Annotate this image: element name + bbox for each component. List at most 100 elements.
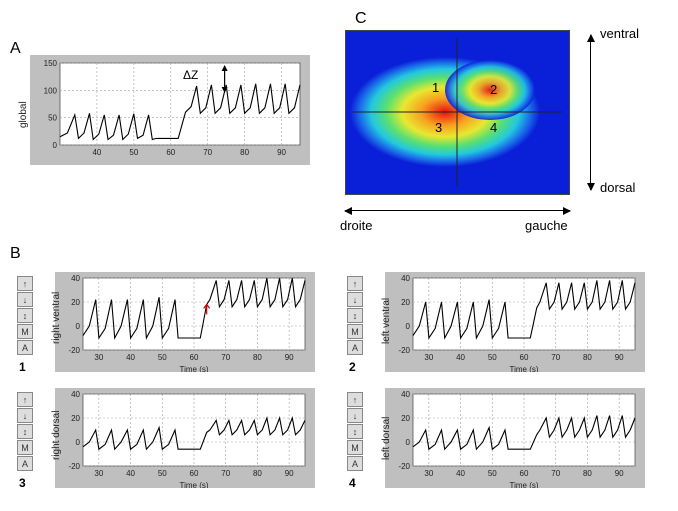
svg-text:40: 40: [401, 274, 410, 283]
svg-text:90: 90: [285, 469, 294, 478]
svg-text:50: 50: [48, 114, 57, 123]
heatmap-region-4: 4: [490, 120, 497, 135]
chart-global: 40 50 60 70 80 90 0 50 100 150: [30, 55, 310, 165]
ylabel-4: left dorsal: [381, 417, 392, 460]
tool-button[interactable]: M: [17, 324, 33, 339]
svg-text:80: 80: [253, 469, 262, 478]
svg-text:70: 70: [221, 469, 230, 478]
svg-text:50: 50: [158, 353, 167, 362]
chart-right-ventral: 30 40 50 60 70 80 90 -20 0 20 40 Time (s): [55, 272, 315, 372]
tool-button[interactable]: ↑: [347, 276, 363, 291]
svg-text:40: 40: [126, 353, 135, 362]
svg-text:40: 40: [456, 469, 465, 478]
svg-text:Time (s): Time (s): [179, 481, 208, 488]
ylabel-2: left ventral: [381, 298, 392, 344]
svg-text:60: 60: [190, 469, 199, 478]
svg-text:60: 60: [520, 353, 529, 362]
svg-text:Time (s): Time (s): [179, 365, 208, 372]
tool-button[interactable]: M: [347, 440, 363, 455]
gauche-label: gauche: [525, 218, 568, 233]
svg-text:100: 100: [44, 86, 58, 95]
svg-text:-20: -20: [68, 462, 80, 471]
svg-text:70: 70: [551, 353, 560, 362]
svg-text:30: 30: [424, 353, 433, 362]
svg-text:60: 60: [190, 353, 199, 362]
svg-text:20: 20: [401, 414, 410, 423]
svg-text:0: 0: [406, 322, 411, 331]
droite-gauche-arrow: [345, 210, 570, 211]
heatmap-region-1: 1: [432, 80, 439, 95]
heatmap: [345, 30, 570, 195]
panel-number-3: 3: [19, 476, 26, 490]
svg-text:150: 150: [44, 59, 58, 68]
svg-text:30: 30: [424, 469, 433, 478]
svg-text:Time (s): Time (s): [509, 481, 538, 488]
tool-button[interactable]: M: [17, 440, 33, 455]
svg-text:80: 80: [253, 353, 262, 362]
svg-text:20: 20: [71, 298, 80, 307]
tool-button[interactable]: A: [17, 456, 33, 471]
ventral-label: ventral: [600, 26, 639, 41]
ylabel-global: global: [18, 101, 29, 128]
chart-right-dorsal: 30 40 50 60 70 80 90 -20 0 20 40 Time (s): [55, 388, 315, 488]
tool-button[interactable]: ↓: [347, 292, 363, 307]
tool-button[interactable]: ↕: [17, 424, 33, 439]
svg-text:40: 40: [92, 148, 101, 157]
tool-button[interactable]: M: [347, 324, 363, 339]
svg-text:70: 70: [203, 148, 212, 157]
heatmap-region-2: 2: [490, 82, 497, 97]
svg-text:70: 70: [551, 469, 560, 478]
svg-text:40: 40: [456, 353, 465, 362]
svg-text:80: 80: [583, 469, 592, 478]
svg-text:70: 70: [221, 353, 230, 362]
svg-text:-20: -20: [68, 346, 80, 355]
svg-text:40: 40: [126, 469, 135, 478]
tool-button[interactable]: ↕: [347, 308, 363, 323]
svg-text:30: 30: [94, 469, 103, 478]
panel-letter-c: C: [355, 10, 367, 28]
svg-text:50: 50: [129, 148, 138, 157]
tool-button[interactable]: ↓: [17, 408, 33, 423]
panel-letter-b: B: [10, 245, 21, 263]
svg-text:90: 90: [277, 148, 286, 157]
chart-left-ventral: 30405060708090-2002040Time (s): [385, 272, 645, 372]
tool-button[interactable]: ↕: [347, 424, 363, 439]
svg-text:-20: -20: [398, 462, 410, 471]
droite-label: droite: [340, 218, 373, 233]
tool-button[interactable]: ↓: [17, 292, 33, 307]
svg-text:40: 40: [401, 390, 410, 399]
svg-text:0: 0: [53, 141, 58, 150]
svg-text:-20: -20: [398, 346, 410, 355]
svg-text:60: 60: [166, 148, 175, 157]
tool-button[interactable]: A: [17, 340, 33, 355]
svg-text:90: 90: [615, 353, 624, 362]
chart-left-dorsal: 30405060708090-2002040Time (s): [385, 388, 645, 488]
svg-text:90: 90: [615, 469, 624, 478]
svg-text:50: 50: [158, 469, 167, 478]
svg-text:80: 80: [240, 148, 249, 157]
svg-text:0: 0: [406, 438, 411, 447]
svg-text:0: 0: [76, 438, 81, 447]
svg-text:20: 20: [401, 298, 410, 307]
tool-button[interactable]: A: [347, 456, 363, 471]
tool-button[interactable]: ↑: [347, 392, 363, 407]
svg-text:40: 40: [71, 274, 80, 283]
panel-number-4: 4: [349, 476, 356, 490]
panel-number-1: 1: [19, 360, 26, 374]
tool-button[interactable]: ↓: [347, 408, 363, 423]
tool-button[interactable]: ↕: [17, 308, 33, 323]
svg-text:20: 20: [71, 414, 80, 423]
svg-text:Time (s): Time (s): [509, 365, 538, 372]
svg-text:0: 0: [76, 322, 81, 331]
svg-text:30: 30: [94, 353, 103, 362]
tool-button[interactable]: ↑: [17, 392, 33, 407]
chart-toolbar-2: ↑↓↕MA: [347, 276, 363, 355]
delta-z-label: ΔZ: [183, 68, 198, 82]
heatmap-region-3: 3: [435, 120, 442, 135]
tool-button[interactable]: A: [347, 340, 363, 355]
tool-button[interactable]: ↑: [17, 276, 33, 291]
svg-text:90: 90: [285, 353, 294, 362]
panel-number-2: 2: [349, 360, 356, 374]
svg-text:50: 50: [488, 353, 497, 362]
svg-text:40: 40: [71, 390, 80, 399]
